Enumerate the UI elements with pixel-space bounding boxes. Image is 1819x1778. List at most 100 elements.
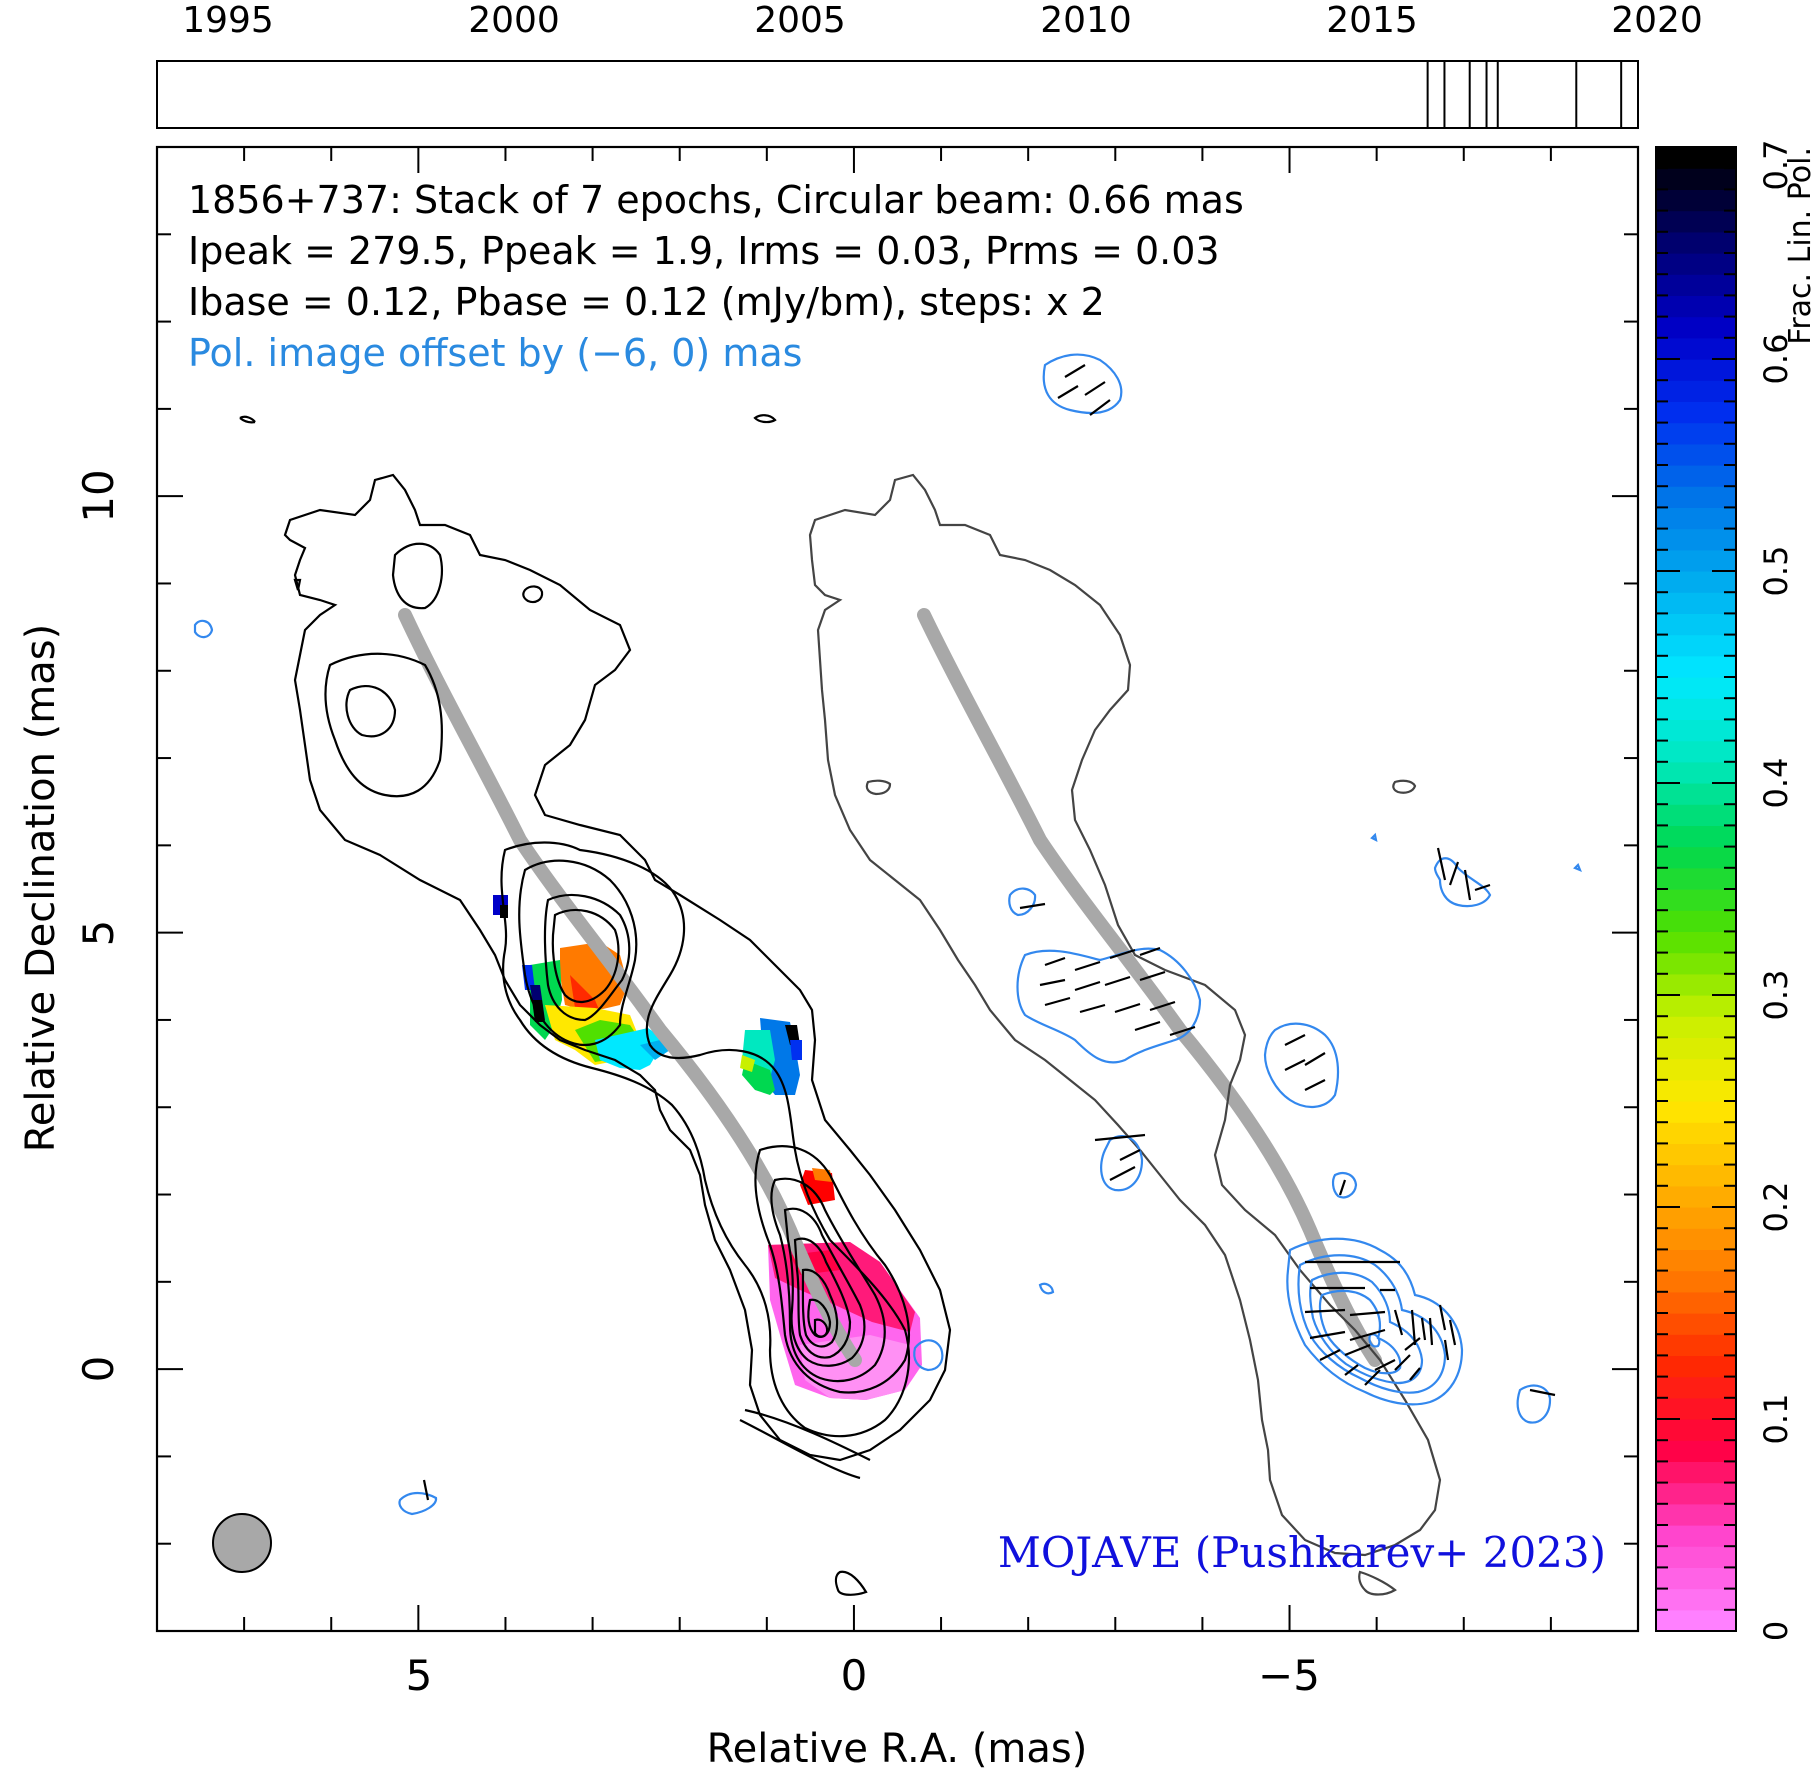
- colorbar-swatch: [1656, 253, 1736, 275]
- colorbar-swatch: [1656, 1207, 1736, 1229]
- colorbar-swatch: [1656, 613, 1736, 636]
- colorbar-swatch: [1656, 1164, 1736, 1187]
- colorbar-swatch: [1656, 168, 1736, 190]
- colorbar-swatch: [1656, 804, 1736, 826]
- colorbar-tick-label: 0: [1757, 1621, 1795, 1641]
- timeline-tick-label: 2020: [1611, 0, 1703, 41]
- colorbar-swatch: [1656, 274, 1736, 296]
- timeline-tick-label: 2010: [1040, 0, 1132, 41]
- colorbar-swatch: [1656, 422, 1736, 445]
- axis-ticks: [156, 146, 1639, 1632]
- map-panel: 1856+737: Stack of 7 epochs, Circular be…: [18, 145, 1640, 1772]
- colorbar-swatch: [1656, 210, 1736, 233]
- x-tick-label: 0: [841, 1651, 868, 1700]
- x-axis-label: Relative R.A. (mas): [707, 1726, 1088, 1772]
- colorbar-swatch: [1656, 889, 1736, 911]
- colorbar-swatch: [1656, 761, 1736, 784]
- x-tick-label: 5: [406, 1651, 433, 1700]
- x-tick-label: −5: [1258, 1651, 1320, 1700]
- colorbar-swatch: [1656, 380, 1736, 402]
- colorbar-swatch: [1656, 1185, 1736, 1208]
- epoch-marks: [1426, 61, 1623, 128]
- stokes-i-contours: [239, 414, 952, 1596]
- frac-pol-pixels: [493, 895, 922, 1400]
- colorbar-swatch: [1656, 867, 1736, 890]
- colorbar-swatch: [1656, 1440, 1736, 1462]
- colorbar-swatch: [1656, 231, 1736, 254]
- epoch-timeline: 1995 2000 2005 2010 2015 2020: [156, 0, 1703, 129]
- evpa-ticks: [422, 364, 1556, 1501]
- colorbar-swatch: [1656, 1313, 1736, 1335]
- colorbar-swatch: [1656, 655, 1736, 678]
- y-axis-label: Relative Declination (mas): [18, 624, 64, 1152]
- colorbar-swatch: [1656, 740, 1736, 763]
- colorbar-swatch: [1656, 359, 1736, 381]
- colorbar-swatch: [1656, 1503, 1736, 1526]
- colorbar-swatch: [1656, 1270, 1736, 1293]
- colorbar-swatch: [1656, 1609, 1736, 1632]
- colorbar-swatch: [1656, 846, 1736, 869]
- ridge-line-left: [398, 608, 862, 1367]
- colorbar-swatch: [1656, 1588, 1736, 1611]
- colorbar-swatch: [1656, 1546, 1736, 1568]
- colorbar-swatch: [1656, 698, 1736, 720]
- colorbar-swatch: [1656, 1482, 1736, 1505]
- colorbar-ticks: [1656, 146, 1736, 1632]
- colorbar-swatches: [1656, 147, 1736, 1632]
- y-tick-label: 10: [74, 469, 123, 522]
- plot-frame: [155, 145, 1640, 1633]
- colorbar-swatch: [1656, 931, 1736, 954]
- colorbar-tick-label: 0.7: [1757, 140, 1795, 191]
- colorbar-swatch: [1656, 1291, 1736, 1314]
- credit-text: MOJAVE (Pushkarev+ 2023): [998, 1528, 1606, 1577]
- colorbar-swatch: [1656, 825, 1736, 848]
- colorbar-swatch: [1656, 1122, 1736, 1144]
- colorbar-swatch: [1656, 1249, 1736, 1272]
- colorbar-swatch: [1656, 1228, 1736, 1250]
- colorbar-swatch: [1656, 952, 1736, 975]
- colorbar: 0 0.1 0.2 0.3 0.4 0.5 0.6 0.7 Frac. Lin.…: [1655, 140, 1818, 1641]
- colorbar-swatch: [1656, 316, 1736, 339]
- colorbar-swatch: [1656, 634, 1736, 657]
- colorbar-swatch: [1656, 910, 1736, 932]
- colorbar-swatch: [1656, 443, 1736, 466]
- colorbar-swatch: [1656, 995, 1736, 1017]
- colorbar-swatch: [1656, 1079, 1736, 1102]
- colorbar-swatch: [1656, 719, 1736, 742]
- timeline-tick-label: 1995: [182, 0, 274, 41]
- colorbar-swatch: [1656, 571, 1736, 593]
- colorbar-tick-label: 0.4: [1757, 758, 1795, 809]
- colorbar-tick-label: 0.3: [1757, 970, 1795, 1021]
- colorbar-label: Frac. Lin. Pol.: [1783, 147, 1818, 345]
- colorbar-swatch: [1656, 1016, 1736, 1038]
- colorbar-tick-label: 0.2: [1757, 1182, 1795, 1233]
- colorbar-swatch: [1656, 147, 1736, 169]
- annotation-line-3: Ibase = 0.12, Pbase = 0.12 (mJy/bm), ste…: [188, 280, 1105, 324]
- colorbar-swatch: [1656, 1143, 1736, 1166]
- colorbar-swatch: [1656, 677, 1736, 699]
- annotation-line-1: 1856+737: Stack of 7 epochs, Circular be…: [188, 178, 1244, 222]
- colorbar-swatch: [1656, 1355, 1736, 1378]
- colorbar-swatch: [1656, 592, 1736, 614]
- colorbar-swatch: [1656, 1058, 1736, 1081]
- timeline-tick-label: 2000: [468, 0, 560, 41]
- colorbar-swatch: [1656, 1397, 1736, 1420]
- colorbar-swatch: [1656, 783, 1736, 805]
- annotation-line-2: Ipeak = 279.5, Ppeak = 1.9, Irms = 0.03,…: [188, 229, 1220, 273]
- colorbar-swatch: [1656, 1525, 1736, 1547]
- colorbar-swatch: [1656, 1376, 1736, 1399]
- colorbar-swatch: [1656, 549, 1736, 572]
- colorbar-swatch: [1656, 1101, 1736, 1123]
- map-annotation: 1856+737: Stack of 7 epochs, Circular be…: [188, 178, 1244, 375]
- colorbar-swatch: [1656, 1037, 1736, 1060]
- colorbar-swatch: [1656, 189, 1736, 212]
- colorbar-swatch: [1656, 337, 1736, 360]
- frac-pol-knot-middle: [740, 1018, 835, 1205]
- annotation-line-4: Pol. image offset by (−6, 0) mas: [188, 331, 802, 375]
- colorbar-tick-label: 0.5: [1757, 546, 1795, 597]
- timeline-frame: [156, 60, 1639, 129]
- timeline-tick-label: 2005: [754, 0, 846, 41]
- colorbar-tick-label: 0.1: [1757, 1394, 1795, 1445]
- stokes-i-outer-contour-right: [808, 473, 1442, 1596]
